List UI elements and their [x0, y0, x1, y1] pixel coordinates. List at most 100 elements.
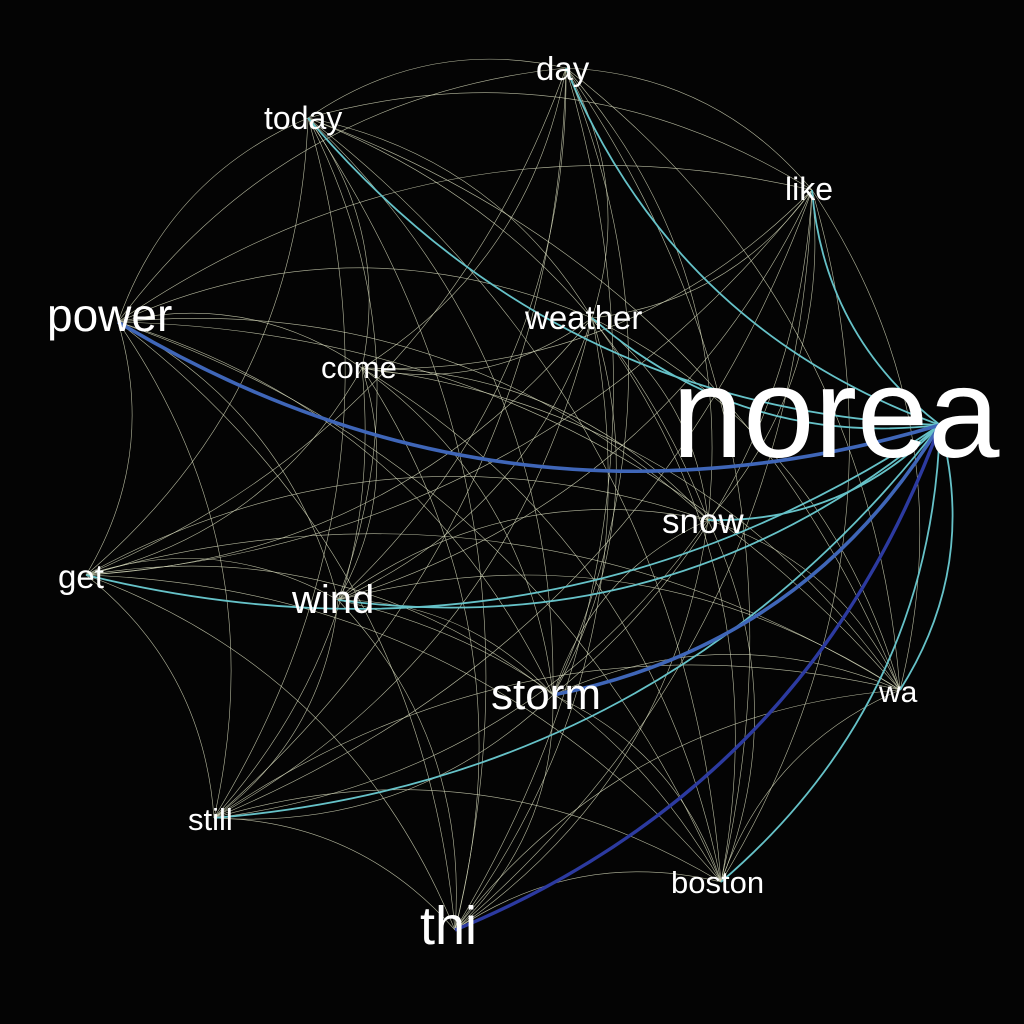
- edge-weather-boston: [591, 317, 736, 883]
- edge-power-weather: [117, 267, 593, 323]
- edge-snow-wa: [707, 519, 901, 691]
- edge-norea-get: [85, 424, 941, 610]
- edge-power-like: [117, 165, 813, 323]
- edge-norea-wind: [337, 424, 941, 609]
- edge-like-thi: [454, 189, 813, 931]
- node-label-power[interactable]: power: [47, 289, 172, 341]
- edge-come-get: [85, 367, 363, 576]
- edge-wind-snow: [337, 509, 709, 601]
- edge-norea-thi: [454, 424, 942, 932]
- node-label-today[interactable]: today: [264, 100, 342, 136]
- edge-norea-today: [307, 117, 941, 426]
- edge-come-snow: [361, 367, 709, 521]
- edge-norea-boston: [720, 424, 941, 883]
- edge-snow-thi: [454, 519, 709, 931]
- edge-like-wind: [337, 189, 813, 601]
- edge-weather-storm: [552, 317, 617, 696]
- edge-today-get: [85, 117, 309, 576]
- edge-wind-boston: [337, 599, 722, 883]
- edge-get-boston: [85, 574, 722, 883]
- edge-like-storm: [552, 189, 813, 696]
- edge-norea-still: [213, 424, 941, 819]
- labels-layer: norea power thi storm wind snow weather …: [47, 50, 1000, 956]
- edge-get-storm: [85, 565, 554, 696]
- edge-day-wind: [337, 67, 567, 601]
- node-label-wa[interactable]: wa: [878, 676, 918, 709]
- node-label-still[interactable]: still: [188, 802, 233, 837]
- edge-power-wind: [117, 321, 339, 601]
- edge-weather-thi: [454, 317, 609, 931]
- edge-today-wa: [307, 117, 901, 691]
- edge-weather-wind: [337, 317, 593, 601]
- edge-today-wind: [307, 117, 378, 601]
- node-label-thi[interactable]: thi: [420, 896, 477, 956]
- edge-power-come: [117, 312, 363, 369]
- edge-get-wa: [85, 533, 901, 691]
- node-label-get[interactable]: get: [58, 558, 104, 595]
- edge-get-still: [85, 574, 215, 819]
- edge-today-like: [307, 92, 813, 191]
- edge-storm-wa: [552, 654, 901, 696]
- edge-like-snow: [707, 189, 816, 521]
- edge-day-wa: [565, 67, 901, 691]
- node-label-norea[interactable]: norea: [672, 342, 1000, 485]
- node-label-wind[interactable]: wind: [291, 578, 374, 622]
- edge-wind-storm: [337, 599, 554, 696]
- edge-day-snow: [565, 67, 713, 521]
- node-label-boston[interactable]: boston: [671, 865, 764, 900]
- edge-day-still: [213, 67, 567, 819]
- edge-day-thi: [454, 67, 614, 931]
- edge-thi-boston: [454, 871, 722, 931]
- edge-today-weather: [307, 117, 593, 319]
- edge-still-wa: [213, 664, 901, 819]
- edge-like-get: [85, 189, 813, 576]
- edge-storm-boston: [552, 694, 722, 883]
- edge-weather-come: [361, 317, 593, 375]
- edges-layer: [85, 58, 954, 932]
- edge-norea-day: [565, 67, 941, 426]
- edge-today-boston: [307, 117, 722, 883]
- edge-day-boston: [565, 67, 751, 883]
- edge-like-wa: [811, 189, 921, 691]
- edge-today-snow: [307, 117, 709, 521]
- edge-boston-wa: [720, 689, 901, 883]
- edge-wind-wa: [337, 574, 901, 691]
- edge-norea-snow: [707, 424, 941, 521]
- edge-like-still: [213, 189, 813, 819]
- edge-power-storm: [117, 321, 554, 696]
- edge-come-boston: [361, 367, 722, 883]
- edge-wind-thi: [337, 599, 457, 931]
- edge-norea-power: [117, 320, 941, 474]
- edge-storm-thi: [454, 694, 554, 931]
- edge-thi-wa: [454, 689, 901, 931]
- node-label-day[interactable]: day: [536, 50, 590, 87]
- edge-power-still: [117, 321, 232, 819]
- edge-snow-still: [213, 519, 709, 819]
- node-label-come[interactable]: come: [321, 350, 397, 385]
- edge-norea-wa: [899, 424, 954, 691]
- edge-power-today: [117, 117, 309, 323]
- edge-power-day: [117, 67, 567, 323]
- edge-today-still: [213, 117, 346, 819]
- edge-power-get: [85, 321, 133, 576]
- edge-power-snow: [117, 318, 709, 521]
- edge-get-thi: [85, 574, 456, 931]
- edge-day-storm: [552, 67, 629, 696]
- edge-still-thi: [213, 817, 456, 931]
- node-label-snow[interactable]: snow: [662, 502, 744, 541]
- edge-wind-still: [213, 599, 339, 819]
- edge-come-storm: [361, 367, 554, 696]
- edge-storm-snow: [552, 519, 709, 696]
- edge-storm-still: [213, 694, 554, 820]
- node-label-like[interactable]: like: [785, 171, 833, 207]
- edge-power-wa: [117, 321, 901, 691]
- node-label-weather[interactable]: weather: [524, 299, 642, 336]
- edge-day-like: [565, 67, 813, 191]
- edge-today-come: [307, 117, 370, 369]
- edge-day-get: [85, 67, 567, 576]
- edge-snow-boston: [707, 519, 755, 883]
- node-label-storm[interactable]: storm: [491, 670, 601, 719]
- edge-weather-still: [213, 317, 593, 819]
